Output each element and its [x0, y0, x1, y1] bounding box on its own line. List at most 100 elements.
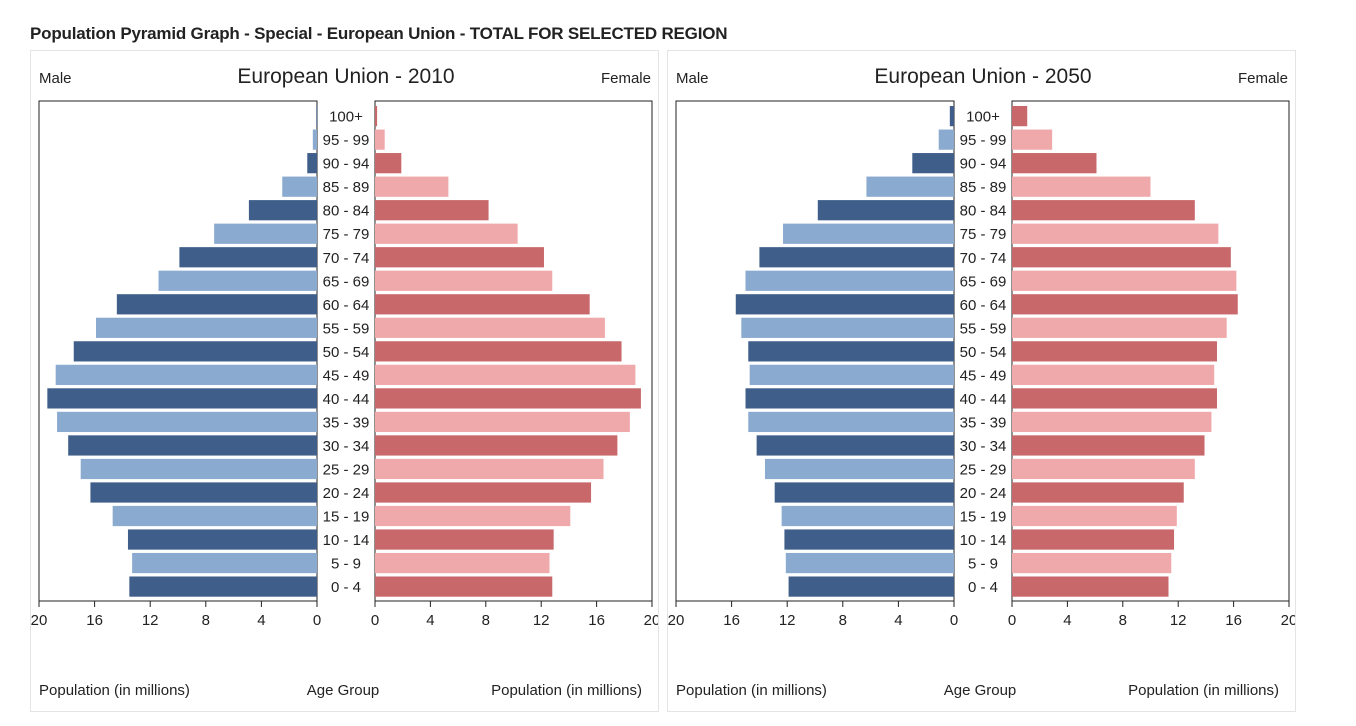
male-bar: [745, 388, 954, 409]
male-bar: [749, 364, 954, 385]
female-axis-tick-label: 12: [533, 612, 550, 629]
male-bar: [116, 294, 317, 315]
female-bar: [1012, 106, 1028, 127]
female-bar: [1012, 341, 1217, 362]
male-bar: [735, 294, 954, 315]
female-bar: [1012, 388, 1217, 409]
male-axis-tick-label: 20: [668, 612, 684, 629]
age-group-label: 5 - 9: [331, 556, 361, 573]
female-axis-tick-label: 16: [588, 612, 605, 629]
male-bar: [312, 129, 317, 150]
male-bar: [127, 529, 318, 550]
male-bar: [784, 529, 954, 550]
male-bar: [248, 200, 317, 221]
female-bar: [375, 364, 636, 385]
female-axis-tick-label: 0: [371, 612, 379, 629]
female-axis-tick-label: 4: [1063, 612, 1071, 629]
age-group-axis-title: Age Group: [944, 682, 1017, 699]
male-bar: [132, 552, 317, 574]
age-group-label: 65 - 69: [960, 273, 1007, 290]
age-group-label: 85 - 89: [960, 179, 1007, 196]
female-bar: [375, 482, 592, 503]
age-group-label: 75 - 79: [323, 226, 370, 243]
female-bar: [1012, 458, 1195, 480]
male-bar: [316, 106, 318, 127]
age-group-label: 90 - 94: [323, 156, 370, 173]
age-group-label: 55 - 59: [323, 320, 370, 337]
age-group-label: 60 - 64: [323, 297, 370, 314]
male-bar: [112, 505, 317, 527]
male-bar: [866, 176, 954, 197]
age-group-label: 55 - 59: [960, 320, 1007, 337]
age-group-label: 35 - 39: [323, 414, 370, 431]
age-group-label: 80 - 84: [323, 203, 370, 220]
female-bar: [1012, 317, 1227, 338]
female-bar: [375, 294, 590, 315]
female-bar: [1012, 435, 1205, 456]
female-bar: [1012, 576, 1169, 597]
age-group-label: 35 - 39: [960, 414, 1007, 431]
male-bar: [158, 270, 317, 291]
age-group-label: 70 - 74: [323, 250, 370, 267]
female-bar: [375, 247, 544, 268]
male-bar: [307, 153, 317, 174]
male-bar: [759, 247, 954, 268]
female-bar: [375, 153, 402, 174]
male-bar: [817, 200, 954, 221]
male-bar: [745, 270, 954, 291]
age-group-label: 70 - 74: [960, 250, 1007, 267]
female-axis-tick-label: 20: [644, 612, 658, 629]
male-axis-title: Population (in millions): [39, 682, 190, 699]
female-axis-tick-label: 16: [1225, 612, 1242, 629]
female-bar: [375, 176, 449, 197]
age-group-label: 90 - 94: [960, 156, 1007, 173]
male-bar: [938, 129, 954, 150]
female-bar: [1012, 552, 1172, 574]
age-group-label: 100+: [329, 109, 363, 126]
chart-title: European Union - 2010: [237, 65, 454, 88]
male-bar: [783, 223, 954, 244]
female-bar: [375, 270, 553, 291]
male-bar: [57, 411, 317, 433]
female-axis-tick-label: 8: [482, 612, 490, 629]
female-bar: [375, 411, 630, 433]
male-bar: [741, 317, 954, 338]
female-bar: [1012, 364, 1215, 385]
female-axis-tick-label: 8: [1119, 612, 1127, 629]
male-header-label: Male: [676, 70, 709, 87]
female-bar: [375, 576, 553, 597]
female-bar: [375, 458, 604, 480]
female-bar: [1012, 129, 1053, 150]
age-group-label: 0 - 4: [968, 579, 998, 596]
age-group-label: 95 - 99: [323, 132, 370, 149]
male-bar: [912, 153, 954, 174]
female-bar: [375, 388, 641, 409]
male-axis-tick-label: 8: [839, 612, 847, 629]
male-axis-tick-label: 4: [257, 612, 265, 629]
female-bar: [375, 223, 518, 244]
age-group-label: 50 - 54: [960, 344, 1007, 361]
female-bar: [1012, 270, 1237, 291]
age-group-label: 95 - 99: [960, 132, 1007, 149]
female-bar: [375, 505, 571, 527]
male-axis-tick-label: 0: [313, 612, 321, 629]
male-bar: [47, 388, 318, 409]
male-bar: [179, 247, 317, 268]
age-group-label: 80 - 84: [960, 203, 1007, 220]
age-group-axis-title: Age Group: [307, 682, 380, 699]
male-bar: [756, 435, 954, 456]
female-axis-tick-label: 4: [426, 612, 434, 629]
female-bar: [375, 200, 489, 221]
male-bar: [788, 576, 954, 597]
pyramid-panel-2050: Male Female European Union - 2050 100+ 95 - …: [667, 50, 1296, 712]
female-bar: [1012, 176, 1151, 197]
male-bar: [774, 482, 954, 503]
age-group-label: 20 - 24: [323, 485, 370, 502]
male-bar: [781, 505, 954, 527]
age-group-label: 65 - 69: [323, 273, 370, 290]
male-axis-tick-label: 16: [86, 612, 103, 629]
male-bar: [748, 341, 954, 362]
male-bar: [55, 364, 318, 385]
age-group-label: 85 - 89: [323, 179, 370, 196]
chart-title: European Union - 2050: [874, 65, 1091, 88]
